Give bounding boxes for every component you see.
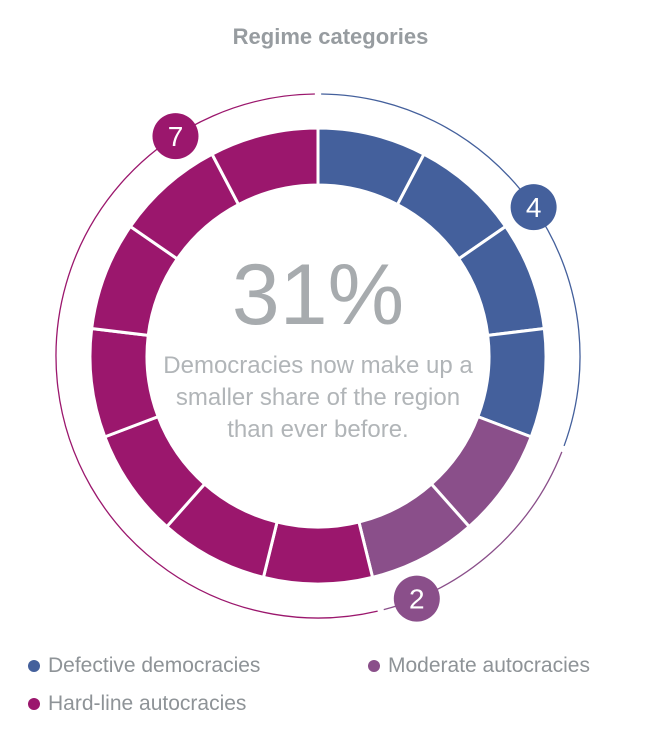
legend-item-moderate-autocracies: Moderate autocracies <box>368 654 590 678</box>
legend-dot-icon <box>368 660 380 672</box>
center-caption-line: than ever before. <box>227 416 409 443</box>
legend-label: Defective democracies <box>48 654 261 677</box>
center-caption-line: Democracies now make up a <box>163 352 473 379</box>
legend-item-defective-democracies: Defective democracies <box>28 654 260 678</box>
count-badge-moderate-autocracies <box>393 575 440 622</box>
legend-label: Moderate autocracies <box>388 654 590 677</box>
count-badge-hard-line-autocracies <box>152 113 199 160</box>
legend-item-hard-line-autocracies: Hard-line autocracies <box>28 692 246 716</box>
center-caption: Democracies now make up a smaller share … <box>138 350 498 446</box>
count-badge-label: 7 <box>168 121 184 152</box>
center-percentage: 31% <box>231 247 405 343</box>
donut-segment-hard-line-autocracies <box>261 520 375 586</box>
legend-dot-icon <box>28 660 40 672</box>
chart-title: Regime categories <box>232 24 429 49</box>
count-badge-label: 2 <box>409 584 425 615</box>
legend-label: Hard-line autocracies <box>48 692 247 715</box>
count-badge-label: 4 <box>526 192 542 223</box>
legend-dot-icon <box>28 698 40 710</box>
donut-segment-hard-line-autocracies <box>210 126 320 207</box>
center-caption-line: smaller share of the region <box>175 384 461 411</box>
count-badge-defective-democracies <box>510 184 557 231</box>
